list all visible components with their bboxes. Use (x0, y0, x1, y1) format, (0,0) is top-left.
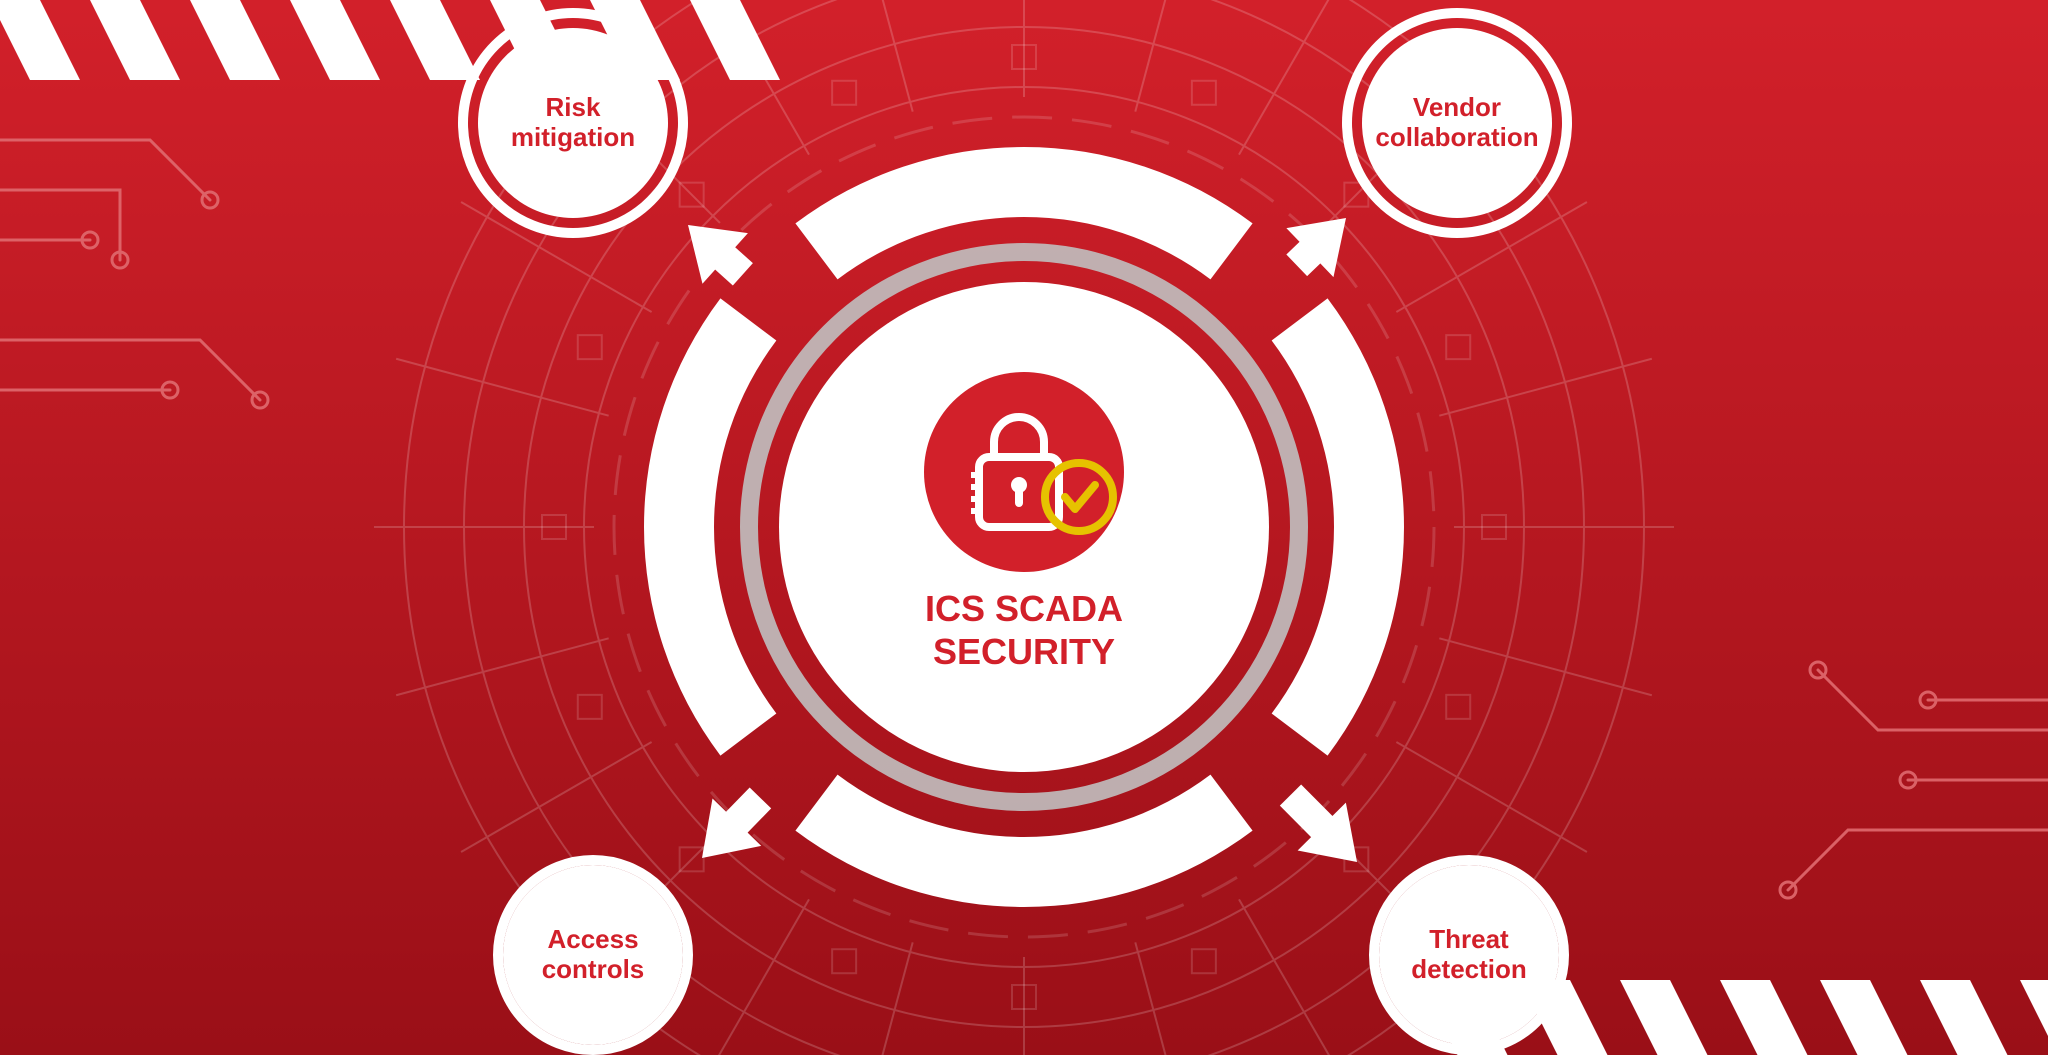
infographic-canvas: ICS SCADA SECURITY RiskmitigationVendorc… (0, 0, 2048, 1055)
pointer-arrows (0, 0, 2048, 1055)
